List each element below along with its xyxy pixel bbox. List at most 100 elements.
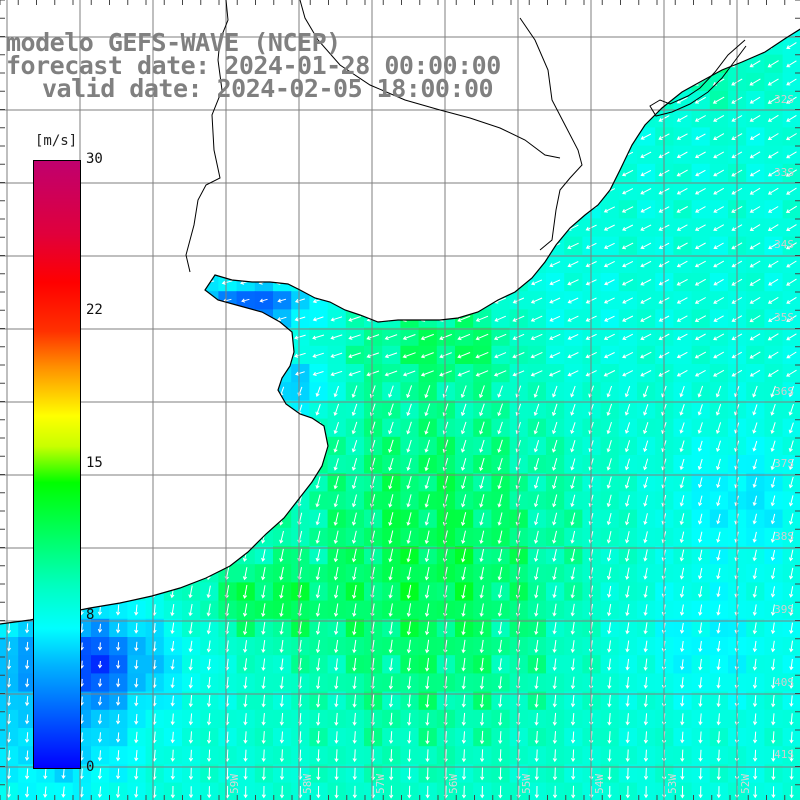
wind-arrow — [97, 385, 103, 398]
wind-cell — [163, 236, 183, 256]
wind-arrow — [134, 622, 139, 634]
wind-cell — [400, 145, 420, 165]
wind-arrow — [295, 7, 306, 11]
wind-arrow — [129, 316, 143, 322]
wind-arrow — [403, 243, 416, 249]
wind-arrow — [239, 116, 252, 122]
wind-arrow — [134, 713, 139, 725]
wind-arrow — [75, 116, 88, 121]
wind-cell — [182, 400, 201, 420]
wind-cell — [764, 0, 783, 19]
wind-arrow — [352, 639, 357, 654]
wind-arrow — [93, 280, 106, 285]
wind-cell — [382, 163, 401, 183]
wind-arrow — [316, 730, 321, 745]
wind-arrow — [480, 785, 485, 799]
wind-arrow — [607, 731, 612, 744]
wind-arrow — [457, 315, 471, 322]
wind-arrow — [752, 385, 758, 398]
wind-cell — [473, 109, 492, 128]
wind-cell — [163, 182, 183, 201]
wind-cell — [0, 582, 19, 602]
wind-arrow — [624, 422, 631, 434]
wind-arrow — [567, 242, 579, 250]
wind-arrow — [331, 7, 342, 11]
wind-arrow — [603, 78, 615, 86]
wind-arrow — [257, 134, 270, 140]
wind-arrow — [439, 261, 452, 268]
wind-arrow — [240, 8, 251, 12]
wind-arrow — [312, 334, 325, 340]
wind-arrow — [407, 712, 412, 726]
wind-arrow — [552, 549, 557, 562]
wind-arrow — [407, 767, 412, 781]
wind-cell — [109, 273, 128, 292]
wind-arrow — [716, 567, 721, 580]
wind-cell — [254, 254, 274, 274]
wind-arrow — [134, 659, 139, 670]
wind-arrow — [607, 640, 612, 653]
wind-cell — [182, 364, 201, 383]
wind-arrow — [260, 421, 267, 435]
wind-arrow — [461, 639, 466, 654]
wind-arrow — [388, 676, 393, 690]
wind-cell — [91, 182, 110, 201]
wind-arrow — [93, 262, 106, 267]
wind-cell — [273, 218, 292, 238]
country-border — [185, 0, 583, 273]
wind-cell — [509, 218, 529, 238]
wind-arrow — [460, 421, 467, 435]
wind-arrow — [220, 170, 234, 176]
wind-arrow — [348, 134, 361, 140]
wind-arrow — [275, 116, 288, 122]
wind-arrow — [261, 694, 266, 708]
wind-arrow — [348, 116, 361, 122]
wind-arrow — [2, 298, 15, 303]
wind-arrow — [315, 476, 321, 489]
wind-arrow — [275, 225, 288, 231]
wind-arrow — [386, 7, 396, 12]
wind-arrow — [476, 224, 488, 231]
wind-arrow — [439, 333, 452, 341]
wind-arrow — [351, 476, 357, 490]
wind-cell — [0, 218, 19, 238]
wind-arrow — [788, 440, 794, 453]
wind-arrow — [716, 622, 721, 634]
wind-arrow — [384, 134, 397, 140]
wind-arrow — [275, 170, 288, 176]
wind-arrow — [148, 171, 161, 176]
wind-arrow — [567, 261, 579, 268]
wind-arrow — [97, 494, 102, 508]
wind-cell — [509, 254, 529, 274]
wind-arrow — [115, 385, 121, 398]
wind-cell — [145, 218, 165, 238]
wind-arrow — [133, 422, 139, 435]
wind-cell — [382, 309, 401, 329]
wind-arrow — [640, 133, 652, 140]
wind-arrow — [261, 749, 266, 763]
wind-arrow — [678, 6, 688, 12]
wind-arrow — [479, 567, 484, 581]
wind-arrow — [111, 225, 124, 231]
wind-cell — [163, 163, 183, 183]
wind-cell — [582, 109, 602, 128]
wind-cell — [145, 418, 165, 438]
wind-arrow — [622, 370, 634, 377]
wind-arrow — [534, 603, 539, 617]
wind-cell — [364, 273, 383, 292]
wind-cell — [291, 254, 310, 274]
wind-arrow — [479, 730, 485, 745]
wind-cell — [127, 236, 147, 256]
wind-arrow — [351, 530, 357, 544]
wind-arrow — [275, 243, 288, 249]
wind-arrow — [348, 370, 361, 377]
wind-arrow — [221, 280, 233, 285]
wind-arrow — [352, 767, 357, 781]
wind-arrow — [348, 43, 361, 49]
wind-cell — [163, 127, 183, 147]
wind-arrow — [421, 170, 434, 176]
wind-arrow — [789, 785, 794, 799]
wind-arrow — [134, 604, 139, 616]
wind-arrow — [679, 586, 685, 598]
wind-arrow — [424, 530, 430, 545]
